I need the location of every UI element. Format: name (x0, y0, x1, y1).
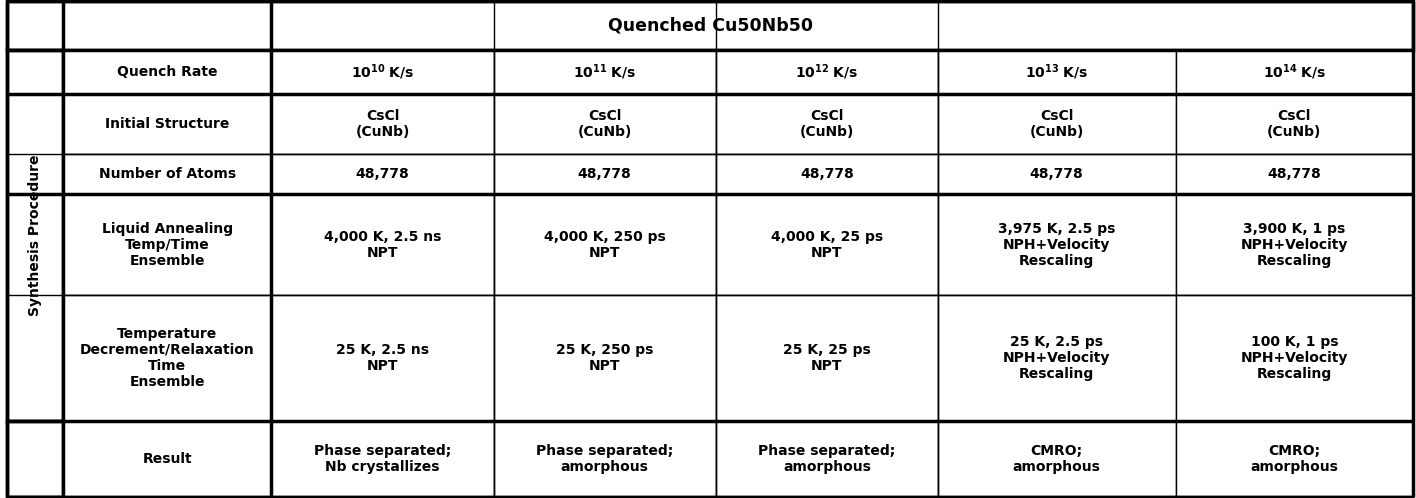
Bar (7, 421, 64, 497)
Text: 3,975 K, 2.5 ps
NPH+Velocity
Rescaling: 3,975 K, 2.5 ps NPH+Velocity Rescaling (998, 222, 1116, 268)
Text: Phase separated;
Nb crystallizes: Phase separated; Nb crystallizes (314, 444, 452, 474)
Text: CsCl
(CuNb): CsCl (CuNb) (578, 109, 632, 139)
Bar (715, 50, 937, 94)
Text: CMRO;
amorphous: CMRO; amorphous (1012, 444, 1100, 474)
Text: $\mathbf{10^{10}}$ $\mathbf{K/s}$: $\mathbf{10^{10}}$ $\mathbf{K/s}$ (351, 62, 413, 82)
Bar (715, 295, 937, 421)
Bar (937, 94, 1175, 153)
Text: CsCl
(CuNb): CsCl (CuNb) (1029, 109, 1083, 139)
Bar (494, 50, 715, 94)
Text: 3,900 K, 1 ps
NPH+Velocity
Rescaling: 3,900 K, 1 ps NPH+Velocity Rescaling (1240, 222, 1348, 268)
Text: Phase separated;
amorphous: Phase separated; amorphous (537, 444, 673, 474)
Text: Phase separated;
amorphous: Phase separated; amorphous (758, 444, 895, 474)
Text: 100 K, 1 ps
NPH+Velocity
Rescaling: 100 K, 1 ps NPH+Velocity Rescaling (1240, 335, 1348, 381)
Bar (1175, 421, 1413, 497)
Text: $\mathbf{10^{13}}$ $\mathbf{K/s}$: $\mathbf{10^{13}}$ $\mathbf{K/s}$ (1025, 62, 1089, 82)
Text: 25 K, 2.5 ps
NPH+Velocity
Rescaling: 25 K, 2.5 ps NPH+Velocity Rescaling (1003, 335, 1110, 381)
Bar (715, 94, 937, 153)
Text: Quench Rate: Quench Rate (118, 65, 218, 79)
Text: Synthesis Procedure: Synthesis Procedure (28, 154, 42, 316)
Text: Number of Atoms: Number of Atoms (99, 167, 236, 181)
Bar (937, 50, 1175, 94)
Bar (937, 153, 1175, 195)
Bar (937, 195, 1175, 295)
Bar (272, 94, 494, 153)
Bar (272, 421, 494, 497)
Bar (494, 195, 715, 295)
Bar (272, 295, 494, 421)
Text: 25 K, 25 ps
NPT: 25 K, 25 ps NPT (783, 343, 871, 373)
Bar (937, 421, 1175, 497)
Text: 4,000 K, 25 ps
NPT: 4,000 K, 25 ps NPT (770, 230, 884, 260)
Text: 48,778: 48,778 (800, 167, 854, 181)
Bar (1175, 50, 1413, 94)
Text: CsCl
(CuNb): CsCl (CuNb) (355, 109, 409, 139)
Bar (7, 1, 1413, 50)
Bar (494, 295, 715, 421)
Bar (1175, 295, 1413, 421)
Bar (64, 295, 272, 421)
Text: 48,778: 48,778 (578, 167, 632, 181)
Text: 48,778: 48,778 (355, 167, 409, 181)
Text: Temperature
Decrement/Relaxation
Time
Ensemble: Temperature Decrement/Relaxation Time En… (79, 327, 255, 389)
Bar (494, 94, 715, 153)
Text: 25 K, 2.5 ns
NPT: 25 K, 2.5 ns NPT (336, 343, 429, 373)
Bar (64, 50, 272, 94)
Bar (494, 421, 715, 497)
Bar (1175, 94, 1413, 153)
Text: CMRO;
amorphous: CMRO; amorphous (1250, 444, 1338, 474)
Bar (1175, 195, 1413, 295)
Bar (272, 153, 494, 195)
Text: 4,000 K, 2.5 ns
NPT: 4,000 K, 2.5 ns NPT (324, 230, 442, 260)
Bar (937, 295, 1175, 421)
Bar (64, 153, 272, 195)
Bar (272, 195, 494, 295)
Text: Quenched Cu50Nb50: Quenched Cu50Nb50 (607, 16, 813, 34)
Bar (64, 195, 272, 295)
Text: Initial Structure: Initial Structure (105, 117, 229, 130)
Bar (7, 50, 64, 421)
Text: $\mathbf{10^{14}}$ $\mathbf{K/s}$: $\mathbf{10^{14}}$ $\mathbf{K/s}$ (1263, 62, 1325, 82)
Text: Liquid Annealing
Temp/Time
Ensemble: Liquid Annealing Temp/Time Ensemble (102, 222, 234, 268)
Text: 4,000 K, 250 ps
NPT: 4,000 K, 250 ps NPT (544, 230, 666, 260)
Text: CsCl
(CuNb): CsCl (CuNb) (800, 109, 854, 139)
Bar (272, 50, 494, 94)
Bar (715, 195, 937, 295)
Bar (64, 421, 272, 497)
Text: $\mathbf{10^{12}}$ $\mathbf{K/s}$: $\mathbf{10^{12}}$ $\mathbf{K/s}$ (796, 62, 858, 82)
Text: 48,778: 48,778 (1029, 167, 1083, 181)
Bar (494, 153, 715, 195)
Bar (715, 421, 937, 497)
Bar (64, 94, 272, 153)
Text: $\mathbf{10^{11}}$ $\mathbf{K/s}$: $\mathbf{10^{11}}$ $\mathbf{K/s}$ (573, 62, 636, 82)
Text: Result: Result (143, 452, 193, 466)
Bar (1175, 153, 1413, 195)
Text: CsCl
(CuNb): CsCl (CuNb) (1267, 109, 1321, 139)
Bar (715, 153, 937, 195)
Text: 48,778: 48,778 (1267, 167, 1321, 181)
Text: 25 K, 250 ps
NPT: 25 K, 250 ps NPT (556, 343, 653, 373)
